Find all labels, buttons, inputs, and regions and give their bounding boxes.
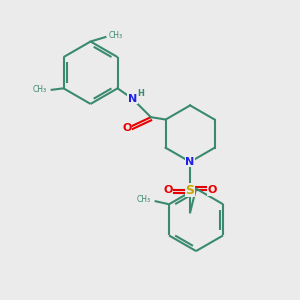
Text: N: N bbox=[128, 94, 137, 104]
Text: S: S bbox=[186, 184, 195, 196]
Text: CH₃: CH₃ bbox=[108, 31, 122, 40]
Text: O: O bbox=[208, 185, 217, 195]
Text: H: H bbox=[137, 89, 144, 98]
Text: N: N bbox=[185, 157, 195, 167]
Text: CH₃: CH₃ bbox=[32, 85, 46, 94]
Text: O: O bbox=[163, 185, 172, 195]
Text: O: O bbox=[122, 123, 132, 133]
Text: CH₃: CH₃ bbox=[136, 195, 151, 204]
